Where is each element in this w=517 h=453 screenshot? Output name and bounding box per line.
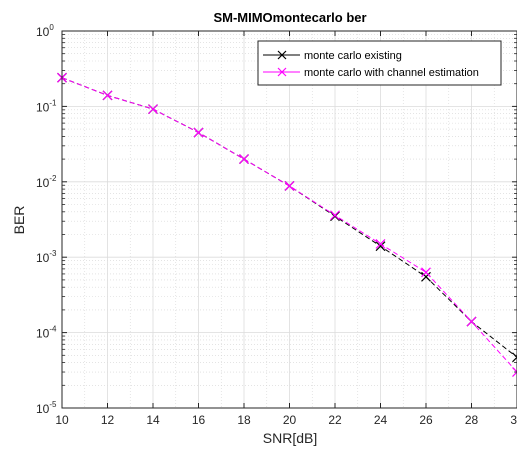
legend-label-existing: monte carlo existing	[304, 50, 402, 62]
data-point-marker	[330, 210, 340, 221]
x-tick-label: 16	[192, 413, 206, 427]
data-point-marker	[512, 367, 517, 377]
x-tick-label: 30	[510, 413, 517, 427]
data-point-marker	[512, 352, 517, 363]
data-point-marker	[421, 271, 431, 282]
grid	[61, 30, 517, 409]
y-tick-label: 100	[36, 23, 54, 39]
x-tick-labels: 10 12 14 16 18 20 22 24 26 28 30	[55, 413, 517, 427]
y-axis-label: BER	[11, 206, 27, 235]
data-point-marker	[375, 238, 386, 249]
x-tick-label: 18	[237, 413, 251, 427]
data-point-marker	[193, 127, 204, 138]
data-point-marker	[239, 154, 249, 165]
data-point-marker	[148, 104, 158, 115]
legend-label-estimation: monte carlo with channel estimation	[304, 67, 479, 79]
series-group	[57, 72, 517, 377]
data-point-marker	[466, 316, 477, 327]
x-tick-label: 14	[146, 413, 160, 427]
y-tick-labels: 10-5 10-4 10-3 10-2 10-1 100	[36, 23, 57, 416]
series-line-1	[61, 77, 517, 373]
legend: monte carlo existing monte carlo with ch…	[257, 40, 502, 86]
x-axis-label: SNR[dB]	[263, 430, 317, 446]
y-tick-label: 10-2	[36, 174, 57, 190]
data-point-marker	[375, 241, 386, 252]
x-tick-label: 12	[101, 413, 115, 427]
y-tick-label: 10-4	[36, 325, 57, 341]
y-tick-label: 10-1	[36, 98, 57, 114]
data-point-marker	[284, 181, 295, 191]
x-tick-label: 26	[419, 413, 433, 427]
data-point-marker	[421, 267, 431, 278]
legend-box	[257, 40, 502, 86]
y-tick-label: 10-3	[36, 249, 57, 265]
data-point-marker	[330, 211, 340, 222]
y-tick-label: 10-5	[36, 400, 57, 416]
x-tick-label: 10	[55, 413, 69, 427]
legend-marker-estimation	[277, 67, 287, 77]
x-tick-label: 20	[283, 413, 297, 427]
x-tick-label: 24	[374, 413, 388, 427]
x-tick-label: 22	[328, 413, 342, 427]
legend-marker-existing	[277, 50, 287, 60]
chart-title: SM-MIMOmontecarlo ber	[213, 10, 366, 25]
x-tick-label: 28	[465, 413, 479, 427]
data-point-marker	[102, 90, 113, 101]
